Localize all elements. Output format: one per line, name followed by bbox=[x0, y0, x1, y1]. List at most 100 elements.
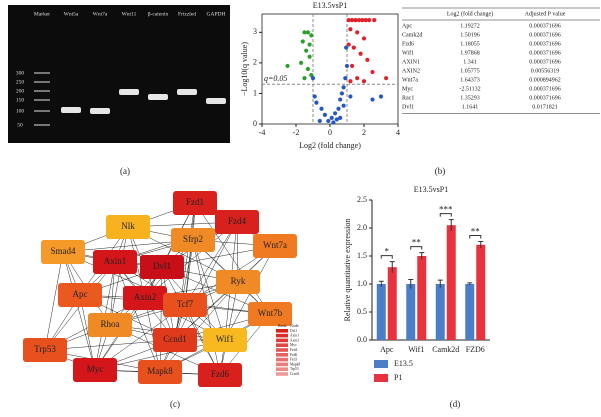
network-node bbox=[140, 255, 184, 279]
network-node bbox=[73, 358, 117, 382]
ladder-label: 250 bbox=[16, 79, 25, 85]
point bbox=[305, 66, 310, 72]
node-label: Wnt7a bbox=[263, 240, 287, 250]
y-tick-label: 1 bbox=[253, 88, 257, 97]
ladder-band bbox=[34, 81, 50, 83]
point bbox=[310, 76, 316, 81]
node-label: Fzd4 bbox=[228, 216, 247, 226]
network-node bbox=[138, 360, 182, 384]
bar bbox=[406, 284, 416, 340]
panel-label: (a) bbox=[120, 166, 130, 176]
bar bbox=[376, 284, 386, 340]
point bbox=[329, 115, 334, 120]
legend-label: Fzd1 bbox=[290, 358, 297, 362]
point bbox=[361, 36, 367, 41]
point bbox=[343, 76, 348, 81]
point bbox=[312, 94, 317, 99]
point bbox=[341, 103, 346, 108]
x-tick-label: Apc bbox=[380, 345, 394, 354]
error-bar bbox=[378, 280, 384, 287]
point bbox=[338, 97, 343, 102]
y-tick-label: 0.0 bbox=[357, 335, 367, 344]
bar bbox=[387, 267, 397, 340]
point bbox=[346, 18, 351, 23]
legend-title: Rank bbox=[278, 323, 286, 328]
gel-band bbox=[90, 108, 110, 114]
legend-swatch bbox=[276, 333, 288, 338]
y-tick-label: 0 bbox=[253, 119, 257, 128]
network-edge bbox=[144, 221, 238, 299]
network-node bbox=[216, 270, 260, 294]
point bbox=[384, 76, 389, 81]
y-tick-label: 0.5 bbox=[357, 307, 367, 316]
ladder-label: 50 bbox=[17, 122, 23, 128]
point bbox=[344, 45, 349, 50]
point bbox=[333, 111, 338, 116]
node-label: Sfrp2 bbox=[183, 234, 203, 244]
annotation: q=0.05 bbox=[264, 74, 287, 83]
error-bar bbox=[437, 279, 443, 288]
point bbox=[350, 63, 355, 69]
legend-label: Axin1 bbox=[290, 334, 299, 338]
x-tick-label: 0 bbox=[328, 128, 332, 137]
table-header: Adjusted P value bbox=[525, 11, 566, 17]
significance-bracket bbox=[469, 234, 482, 239]
panel-label: (d) bbox=[450, 399, 461, 409]
bar bbox=[476, 244, 486, 340]
ladder-label: 300 bbox=[16, 70, 25, 76]
gel-band bbox=[119, 89, 139, 95]
legend-label: Axin2 bbox=[290, 338, 299, 342]
point bbox=[309, 73, 314, 78]
significance-bracket bbox=[439, 213, 452, 217]
point bbox=[285, 63, 290, 69]
legend-swatch bbox=[374, 360, 388, 368]
point bbox=[356, 18, 361, 23]
lane-label: GAPDH bbox=[207, 11, 226, 17]
point bbox=[299, 60, 304, 65]
network-edge bbox=[194, 202, 271, 315]
table-cell: 0.000371696 bbox=[529, 23, 561, 29]
node-label: Rhoa bbox=[101, 319, 120, 329]
legend-swatch bbox=[276, 343, 288, 347]
table-cell: 1.18055 bbox=[460, 41, 480, 47]
node-label: Dvl1 bbox=[153, 261, 171, 271]
point bbox=[350, 18, 355, 23]
gel-band bbox=[61, 107, 81, 113]
x-tick-label: Wif1 bbox=[408, 345, 424, 354]
lane-label: Wnt7a bbox=[93, 11, 108, 17]
ladder-band bbox=[34, 110, 50, 112]
point bbox=[361, 79, 367, 84]
network-node bbox=[23, 338, 67, 362]
point bbox=[363, 18, 368, 23]
network-node bbox=[163, 293, 207, 317]
legend-label: P1 bbox=[394, 373, 402, 382]
table-cell: 1.64373 bbox=[460, 77, 480, 83]
legend-swatch bbox=[276, 353, 288, 357]
network-edge bbox=[144, 202, 196, 299]
table-cell: 1.97868 bbox=[460, 50, 480, 56]
chart-title: E13.5vsP1 bbox=[313, 1, 347, 10]
table-cell: 0.0171821 bbox=[532, 104, 558, 110]
significance-bracket bbox=[380, 255, 393, 259]
network-node bbox=[173, 191, 217, 215]
table-cell: AXIN1 bbox=[402, 59, 420, 65]
network-node bbox=[58, 283, 102, 307]
legend-swatch bbox=[276, 329, 288, 333]
point bbox=[339, 91, 344, 96]
point bbox=[338, 115, 343, 120]
plot-frame bbox=[261, 13, 399, 125]
gel-band bbox=[177, 89, 197, 95]
network-node bbox=[41, 240, 85, 264]
table-cell: 1.1641 bbox=[462, 104, 479, 110]
network-node bbox=[198, 363, 242, 387]
legend-label: Myc bbox=[290, 343, 297, 347]
network-node bbox=[171, 228, 215, 252]
gel-band bbox=[206, 98, 226, 104]
node-label: Ccnd1 bbox=[163, 334, 187, 344]
error-bar bbox=[389, 261, 395, 273]
point bbox=[378, 94, 384, 99]
legend-label: Mapk8 bbox=[290, 362, 300, 366]
legend-swatch bbox=[276, 362, 288, 367]
x-tick-label: -4 bbox=[259, 128, 266, 137]
